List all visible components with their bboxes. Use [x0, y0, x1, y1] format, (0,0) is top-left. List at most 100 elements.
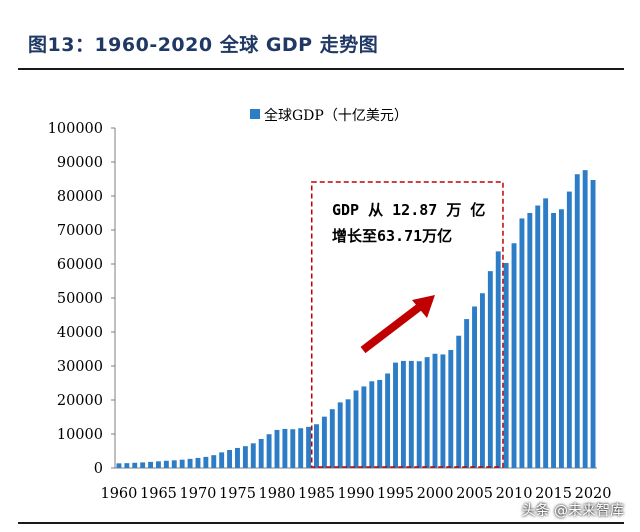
bar — [179, 459, 185, 468]
bar — [306, 426, 312, 468]
y-tick-label: 50000 — [57, 291, 103, 307]
x-tick-label: 1985 — [298, 486, 335, 502]
bar — [424, 357, 430, 468]
bar — [250, 443, 256, 468]
bar — [566, 191, 572, 468]
bar — [219, 452, 225, 468]
bar — [235, 447, 240, 468]
x-tick-label: 1990 — [338, 486, 375, 502]
growth-arrow-icon — [360, 295, 435, 354]
highlight-dashed-box — [311, 181, 504, 468]
bar — [400, 360, 406, 468]
y-tick-label: 80000 — [57, 189, 103, 205]
x-axis: 1960 1965 1970 1975 1980 1985 1990 1995 2000 2005… — [100, 467, 612, 502]
bar — [132, 462, 138, 468]
x-tick-label: 2015 — [535, 486, 572, 502]
bar — [590, 180, 596, 468]
y-tick-label: 0 — [94, 461, 103, 477]
bar — [274, 429, 280, 468]
bar — [574, 174, 580, 469]
bottom-divider — [18, 522, 624, 524]
figure-title: 图13：1960-2020 全球 GDP 走势图 — [28, 34, 379, 56]
x-tick-label: 1965 — [140, 486, 177, 502]
x-tick-label: 2020 — [575, 486, 612, 502]
bar — [472, 306, 477, 468]
bar — [369, 381, 375, 468]
bar — [440, 354, 446, 468]
y-tick-label: 10000 — [57, 427, 103, 443]
bar — [551, 213, 556, 468]
bar — [519, 218, 525, 468]
y-tick-label: 60000 — [57, 257, 103, 273]
bar — [171, 460, 177, 468]
bar — [124, 463, 130, 468]
bar — [148, 461, 154, 468]
watermark: 头条 @未来智库 — [521, 503, 624, 519]
bar — [298, 428, 304, 468]
bar — [337, 402, 343, 468]
legend-label: 全球GDP（十亿美元） — [264, 107, 408, 124]
growth-annotation: GDP 从 12.87 万 亿 增长至63.71万亿 — [332, 201, 485, 245]
bar — [535, 205, 541, 468]
bar-series — [116, 170, 596, 469]
bar — [495, 251, 501, 468]
bar — [543, 198, 549, 468]
bar — [361, 386, 367, 468]
bar — [511, 243, 517, 468]
x-tick-label: 2000 — [417, 486, 454, 502]
bar — [266, 434, 272, 468]
x-tick-label: 1970 — [180, 486, 217, 502]
x-tick-label: 1980 — [259, 486, 296, 502]
bar — [140, 462, 146, 468]
bar — [187, 458, 193, 468]
bar — [503, 262, 509, 468]
bar — [416, 361, 422, 468]
bar — [163, 460, 169, 468]
bar — [582, 170, 588, 468]
y-axis: 0 10000 20000 30000 40000 50000 60000 70000 8000… — [48, 121, 116, 477]
bar — [242, 446, 248, 468]
bar — [156, 461, 161, 468]
x-tick-label: 1995 — [377, 486, 414, 502]
legend: 全球GDP（十亿美元） — [250, 107, 408, 124]
y-tick-label: 20000 — [57, 393, 103, 409]
bar — [487, 271, 493, 468]
bar — [456, 335, 462, 468]
bar — [464, 319, 470, 468]
bar — [345, 399, 351, 468]
y-tick-label: 70000 — [57, 223, 103, 239]
x-tick-label: 2010 — [496, 486, 533, 502]
bar — [377, 379, 383, 468]
bar — [321, 416, 327, 468]
bar — [385, 373, 391, 468]
bar — [432, 353, 438, 468]
y-tick-label: 100000 — [48, 121, 103, 137]
y-tick-label: 90000 — [57, 155, 103, 171]
bar — [314, 424, 319, 468]
bar — [448, 350, 454, 468]
y-tick-label: 40000 — [57, 325, 103, 341]
annotation-line-2: 增长至63.71万亿 — [332, 227, 452, 245]
arrow-head — [412, 295, 435, 318]
bar — [408, 360, 414, 468]
top-divider — [18, 68, 624, 70]
bar — [527, 213, 533, 468]
bar — [195, 457, 201, 468]
y-tick-label: 30000 — [57, 359, 103, 375]
bar — [290, 429, 296, 468]
bar — [258, 439, 264, 468]
arrow-shaft — [360, 301, 425, 354]
bar — [211, 455, 217, 468]
bar — [203, 456, 209, 468]
bar — [329, 409, 335, 468]
x-tick-label: 2005 — [456, 486, 493, 502]
bar — [282, 428, 288, 468]
bar — [479, 293, 485, 468]
x-tick-label: 1960 — [100, 486, 137, 502]
bar — [116, 463, 122, 468]
annotation-line-1: GDP 从 12.87 万 亿 — [332, 201, 485, 219]
bar — [227, 450, 233, 468]
bar — [558, 209, 564, 468]
legend-swatch — [250, 109, 260, 119]
